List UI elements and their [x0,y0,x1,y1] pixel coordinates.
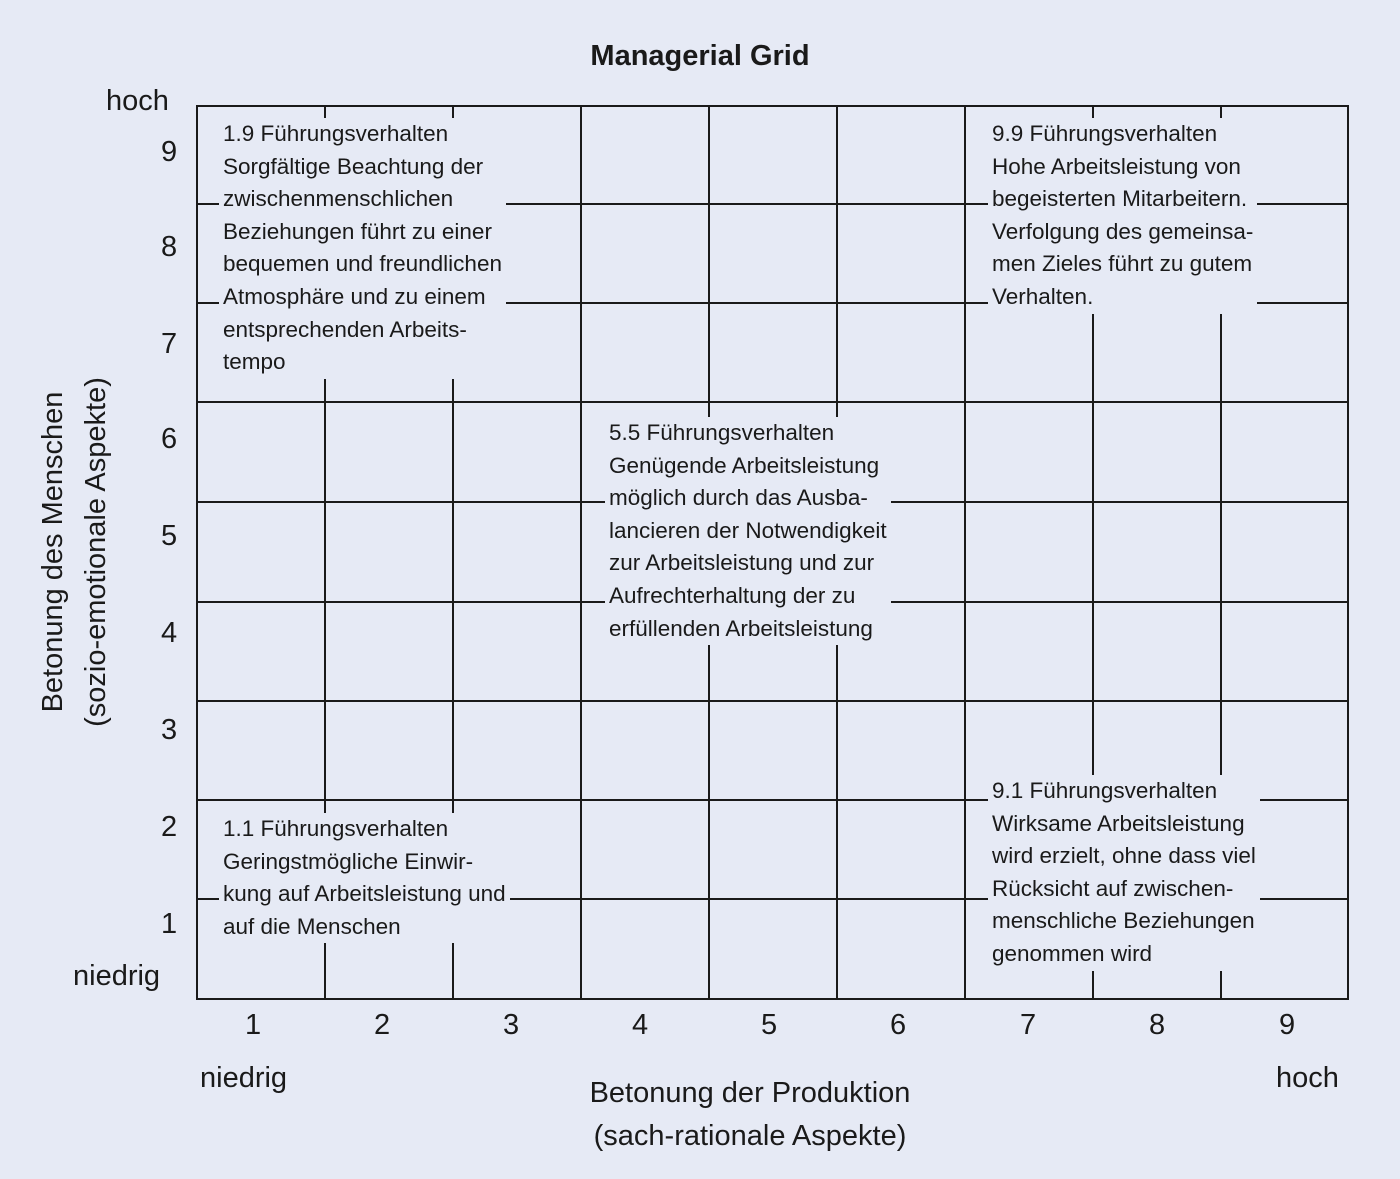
x-tick-4: 4 [632,1009,649,1041]
style-9-9-text: 9.9 Führungsverhalten Hohe Arbeitsleistu… [988,118,1258,314]
x-tick-2: 2 [374,1009,391,1041]
y-axis-title: Betonung des Menschen (sozio-emotionale … [37,377,112,727]
grid-frame [196,105,1349,1000]
x-tick-3: 3 [503,1009,520,1041]
style-1-1-text: 1.1 Führungsverhalten Geringstmögliche E… [219,813,510,944]
x-tick-8: 8 [1149,1009,1166,1041]
style-1-9-text: 1.9 Führungsverhalten Sorgfältige Beacht… [219,118,506,379]
y-tick-3: 3 [161,714,178,746]
x-axis-high-label: hoch [1276,1062,1339,1094]
y-tick-9: 9 [161,136,178,168]
y-tick-2: 2 [161,811,178,843]
y-tick-1: 1 [161,908,178,940]
y-tick-4: 4 [161,617,178,649]
x-tick-7: 7 [1020,1009,1037,1041]
y-tick-6: 6 [161,423,178,455]
style-9-1-text: 9.1 Führungsverhalten Wirksame Arbeitsle… [988,775,1260,971]
x-tick-5: 5 [761,1009,778,1041]
style-5-5-text: 5.5 Führungsverhalten Genügende Arbeitsl… [605,417,891,646]
y-axis-low-label: niedrig [73,960,161,992]
x-axis-low-label: niedrig [200,1062,288,1094]
diagram-title: Managerial Grid [590,40,810,72]
x-axis-title: Betonung der Produktion (sach-rationale … [589,1077,911,1152]
x-tick-9: 9 [1279,1009,1296,1041]
y-tick-5: 5 [161,520,178,552]
x-tick-6: 6 [890,1009,907,1041]
y-axis-high-label: hoch [106,85,169,117]
y-tick-8: 8 [161,231,178,263]
y-tick-7: 7 [161,328,178,360]
x-tick-1: 1 [245,1009,262,1041]
